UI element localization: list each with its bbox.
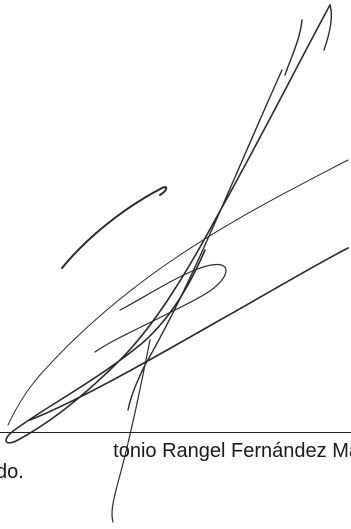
signature-stroke-main bbox=[5, 4, 331, 444]
signature-stroke-hook bbox=[61, 186, 168, 269]
signature-stroke-loop bbox=[94, 264, 227, 353]
signer-name: tonio Rangel Fernández Ma bbox=[113, 440, 351, 462]
signature-line bbox=[0, 432, 351, 433]
signature-stroke-second bbox=[127, 69, 283, 411]
signer-suffix: do. bbox=[0, 461, 24, 483]
signature-stroke-curl bbox=[284, 4, 333, 76]
signature-stroke-lower-sweep bbox=[29, 247, 349, 421]
signature-stroke-diagonal bbox=[7, 159, 349, 426]
signature-stroke-descender bbox=[111, 339, 151, 523]
